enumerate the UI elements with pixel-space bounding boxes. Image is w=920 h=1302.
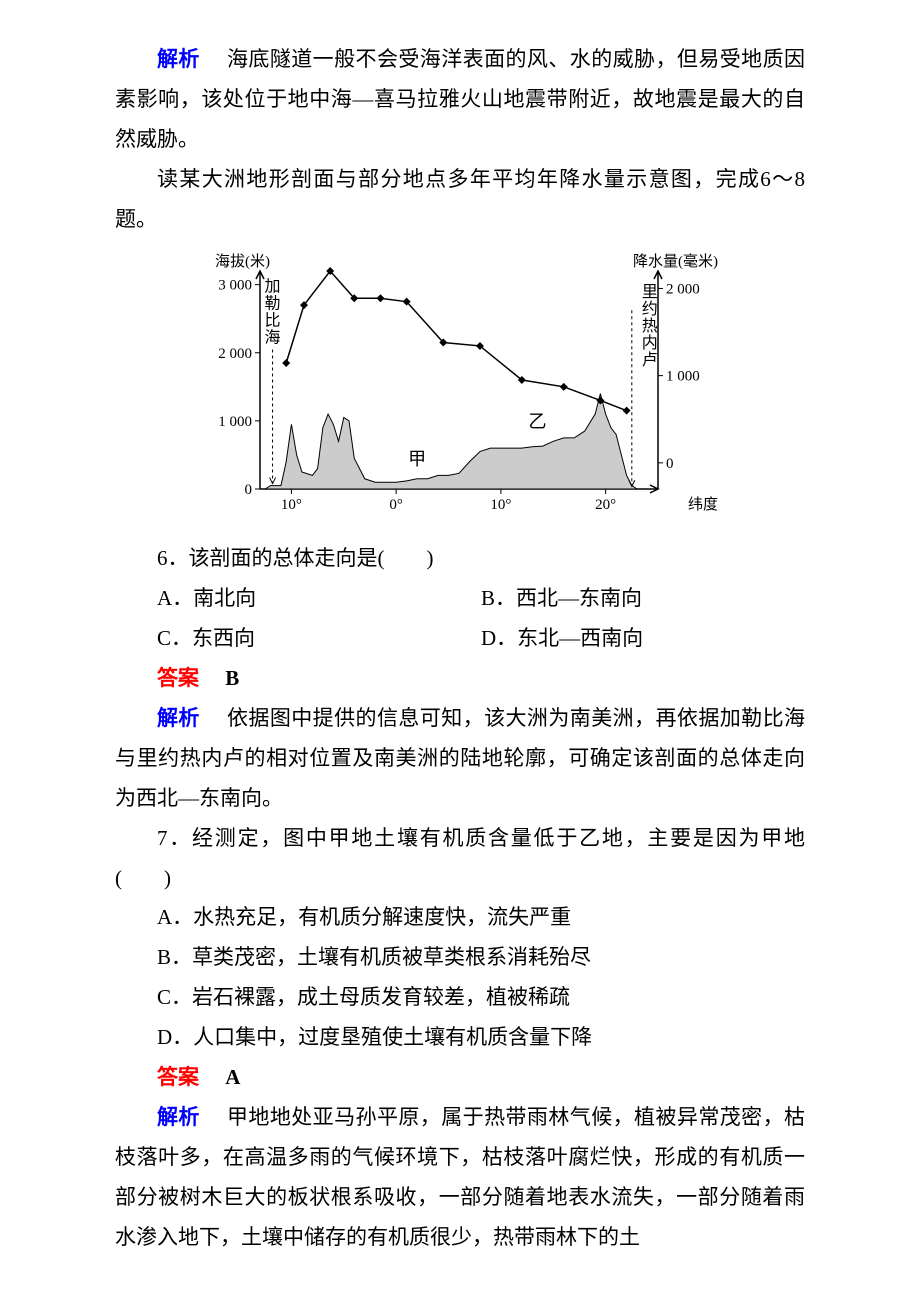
svg-text:10°: 10° (281, 497, 302, 513)
svg-text:乙: 乙 (529, 412, 547, 432)
q7-analysis: 解析 甲地地处亚马孙平原，属于热带雨林气候，植被异常茂密，枯枝落叶多，在高温多雨… (115, 1098, 805, 1258)
terrain-precip-chart: 0 1 000 2 000 3 000 0 1 000 2 000 10° 0° 10° 20° 纬度… (180, 249, 740, 529)
q6-opt-a: A．南北向 (157, 579, 481, 619)
q7-opt-a: A．水热充足，有机质分解速度快，流失严重 (115, 898, 805, 938)
q6-opt-d: D．东北—西南向 (481, 619, 805, 659)
svg-text:0: 0 (245, 482, 253, 498)
q7-opt-c: C．岩石裸露，成土母质发育较差，植被稀疏 (115, 978, 805, 1018)
q7-stem: 7．经测定，图中甲地土壤有机质含量低于乙地，主要是因为甲地( ) (115, 819, 805, 899)
svg-text:里: 里 (642, 284, 658, 302)
svg-text:10°: 10° (490, 497, 511, 513)
svg-text:海: 海 (265, 329, 281, 347)
svg-text:比: 比 (265, 312, 281, 330)
q7-answer-gap (204, 1065, 225, 1089)
svg-text:纬度: 纬度 (688, 496, 718, 513)
svg-text:0°: 0° (389, 497, 403, 513)
analysis-label: 解析 (157, 47, 200, 71)
svg-text:加: 加 (265, 278, 281, 296)
q6-row1: A．南北向 B．西北—东南向 (115, 579, 805, 619)
svg-text:内: 内 (642, 335, 658, 353)
svg-text:卢: 卢 (642, 352, 658, 370)
q7-opt-b: B．草类茂密，土壤有机质被草类根系消耗殆尽 (115, 938, 805, 978)
intro-6-8: 读某大洲地形剖面与部分地点多年平均年降水量示意图，完成6～8题。 (115, 160, 805, 240)
svg-text:2 000: 2 000 (218, 346, 252, 362)
q7-analysis-gap (206, 1105, 227, 1129)
svg-text:0: 0 (666, 456, 674, 472)
q7-answer: 答案 A (115, 1058, 805, 1098)
svg-text:3 000: 3 000 (218, 278, 252, 294)
q7-answer-label: 答案 (157, 1065, 199, 1089)
q6-row2: C．东西向 D．东北—西南向 (115, 619, 805, 659)
q6-analysis-gap (206, 706, 227, 730)
q6-answer-gap (204, 666, 225, 690)
q7-opt-d: D．人口集中，过度垦殖使土壤有机质含量下降 (115, 1018, 805, 1058)
q6-answer-label: 答案 (157, 666, 199, 690)
svg-text:1 000: 1 000 (218, 414, 252, 430)
svg-text:2 000: 2 000 (666, 282, 700, 298)
svg-text:20°: 20° (595, 497, 616, 513)
svg-text:海拔(米): 海拔(米) (215, 253, 270, 270)
q6-opt-b: B．西北—东南向 (481, 579, 805, 619)
q6-analysis: 解析 依据图中提供的信息可知，该大洲为南美洲，再依据加勒比海与里约热内卢的相对位… (115, 699, 805, 819)
q6-analysis-label: 解析 (157, 706, 200, 730)
svg-text:1 000: 1 000 (666, 369, 700, 385)
svg-text:甲: 甲 (408, 450, 426, 470)
q6-opt-c: C．东西向 (157, 619, 481, 659)
svg-text:降水量(毫米): 降水量(毫米) (633, 252, 718, 270)
svg-text:勒: 勒 (265, 295, 281, 313)
q7-answer-value: A (225, 1065, 240, 1089)
q6-answer: 答案 B (115, 659, 805, 699)
svg-text:约: 约 (642, 301, 658, 319)
q7-analysis-label: 解析 (157, 1105, 200, 1129)
q6-stem: 6．该剖面的总体走向是( ) (115, 539, 805, 579)
analysis-5: 解析 海底隧道一般不会受海洋表面的风、水的威胁，但易受地质因素影响，该处位于地中… (115, 40, 805, 160)
q6-answer-value: B (225, 666, 239, 690)
analysis-5-text (206, 47, 227, 71)
svg-text:热: 热 (642, 318, 658, 336)
